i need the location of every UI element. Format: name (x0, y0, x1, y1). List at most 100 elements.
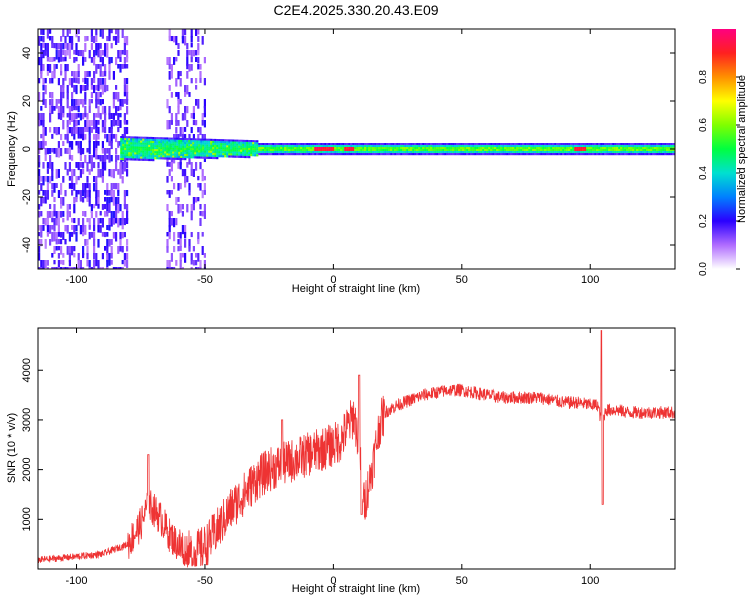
heatmap-cell (68, 155, 71, 160)
heatmap-cell (49, 127, 52, 133)
heatmap-cell (64, 43, 67, 49)
heatmap-cell (75, 190, 78, 199)
heatmap-cell (246, 153, 249, 157)
heatmap-cell (168, 147, 171, 150)
heatmap-cell (49, 225, 52, 234)
heatmap-cell (324, 145, 327, 148)
heatmap-cell (628, 153, 631, 156)
heatmap-cell (93, 183, 96, 192)
heatmap-cell (240, 141, 243, 144)
heatmap-cell (536, 153, 539, 156)
heatmap-cell (568, 145, 571, 148)
heatmap-cell (654, 153, 657, 156)
heatmap-cell (172, 137, 175, 140)
heatmap-cell (200, 156, 203, 159)
heatmap-cell (282, 149, 285, 152)
heatmap-cell (356, 149, 359, 152)
heatmap-cell (216, 157, 219, 160)
heatmap-cell (82, 232, 85, 237)
heatmap-cell (510, 147, 513, 150)
heatmap-cell (176, 139, 179, 142)
heatmap-cell (126, 144, 129, 147)
heatmap-cell (101, 176, 104, 183)
heatmap-cell (496, 145, 499, 148)
heatmap-cell (292, 147, 295, 150)
heatmap-cell (610, 143, 613, 146)
heatmap-cell (126, 246, 129, 252)
heatmap-cell (650, 147, 653, 150)
heatmap-cell (652, 143, 655, 146)
heatmap-cell (192, 260, 195, 266)
heatmap-cell (120, 150, 123, 153)
heatmap-cell (126, 138, 129, 141)
heatmap-cell (82, 190, 85, 197)
heatmap-cell (198, 144, 201, 147)
heatmap-cell (182, 139, 185, 143)
heatmap-cell (232, 147, 235, 150)
heatmap-cell (71, 99, 74, 108)
heatmap-cell (242, 147, 245, 150)
heatmap-cell (150, 144, 153, 148)
heatmap-cell (53, 246, 56, 254)
heatmap-cell (412, 145, 415, 148)
heatmap-cell (436, 145, 439, 148)
heatmap-cell (208, 150, 211, 153)
heatmap-cell (432, 151, 435, 154)
heatmap-cell (130, 150, 133, 153)
heatmap-cell (232, 145, 235, 148)
heatmap-cell (348, 143, 351, 146)
heatmap-cell (178, 153, 181, 156)
heatmap-cell (594, 143, 597, 146)
heatmap-cell (164, 155, 167, 158)
heatmap-cell (280, 143, 283, 146)
heatmap-cell (230, 155, 233, 158)
heatmap-cell (234, 151, 237, 154)
heatmap-cell (560, 149, 563, 152)
heatmap-cell (222, 141, 225, 144)
heatmap-cell (474, 143, 477, 146)
heatmap-cell (336, 145, 339, 148)
heatmap-cell (342, 143, 345, 146)
heatmap-cell (168, 157, 171, 160)
heatmap-cell (350, 143, 353, 146)
heatmap-cell (218, 143, 221, 146)
heatmap-cell (158, 149, 161, 152)
heatmap-cell (308, 147, 311, 150)
heatmap-cell (306, 145, 309, 148)
heatmap-cell (55, 211, 58, 220)
heatmap-cell (197, 267, 200, 269)
heatmap-cell (268, 149, 271, 152)
heatmap-cell (198, 148, 201, 151)
heatmap-cell (179, 253, 182, 262)
heatmap-cell (514, 143, 517, 146)
heatmap-cell (590, 151, 593, 154)
heatmap-cell (123, 50, 126, 56)
heatmap-cell (420, 143, 423, 146)
heatmap-cell (182, 143, 185, 147)
heatmap-cell (55, 183, 58, 188)
heatmap-cell (55, 239, 58, 245)
heatmap-cell (530, 143, 533, 146)
heatmap-cell (134, 152, 137, 155)
heatmap-cell (616, 149, 619, 152)
heatmap-cell (392, 153, 395, 156)
heatmap-cell (442, 145, 445, 148)
heatmap-cell (38, 211, 41, 218)
heatmap-cell (55, 43, 58, 50)
heatmap-cell (276, 147, 279, 150)
heatmap-cell (546, 145, 549, 148)
heatmap-cell (176, 141, 179, 144)
heatmap-cell (670, 143, 673, 146)
heatmap-cell (121, 99, 124, 107)
heatmap-cell (146, 146, 149, 149)
heatmap-cell (152, 157, 155, 160)
heatmap-cell (119, 120, 122, 128)
heatmap-cell (312, 151, 315, 154)
heatmap-cell (132, 146, 135, 149)
heatmap-cell (190, 148, 193, 151)
heatmap-cell (195, 120, 198, 126)
heatmap-cell (174, 143, 177, 146)
heatmap-cell (428, 153, 431, 156)
heatmap-cell (328, 145, 331, 148)
heatmap-cell (562, 153, 565, 156)
